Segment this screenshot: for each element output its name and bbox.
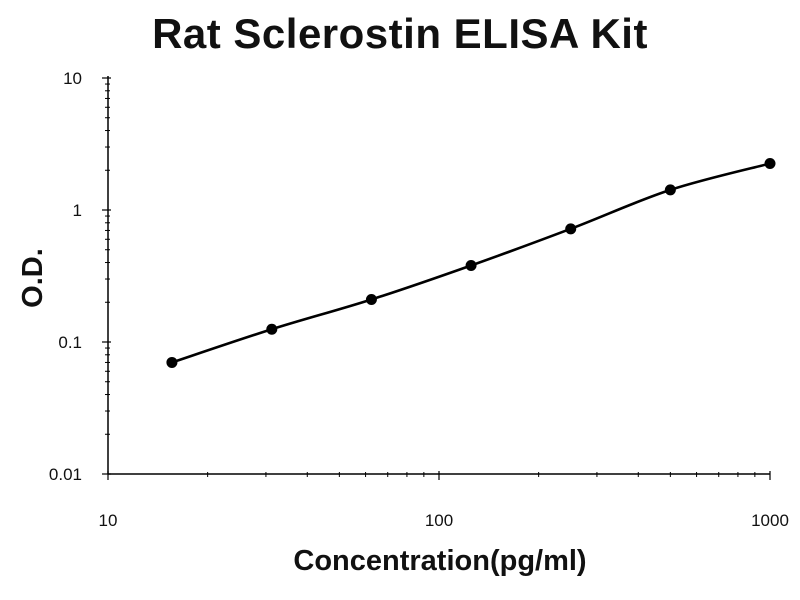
data-point	[465, 259, 477, 271]
y-tick-label: 0.1	[58, 333, 82, 352]
chart-title: Rat Sclerostin ELISA Kit	[152, 10, 648, 57]
data-point	[565, 223, 577, 235]
data-point	[166, 356, 178, 368]
data-point	[764, 158, 776, 170]
axes	[107, 76, 770, 475]
y-tick-label: 0.01	[49, 465, 82, 484]
ticks: 0.01 0.1 1 10 10 100 1000	[49, 69, 789, 530]
x-axis-label: Concentration(pg/ml)	[293, 545, 587, 577]
x-tick-label: 10	[99, 511, 118, 530]
data-points	[166, 158, 776, 368]
data-point	[266, 323, 278, 335]
data-point	[664, 184, 676, 196]
y-tick-label: 1	[73, 201, 82, 220]
y-tick-label: 10	[63, 69, 82, 88]
x-tick-label: 1000	[751, 511, 789, 530]
x-tick-label: 100	[425, 511, 453, 530]
data-point	[365, 293, 377, 305]
